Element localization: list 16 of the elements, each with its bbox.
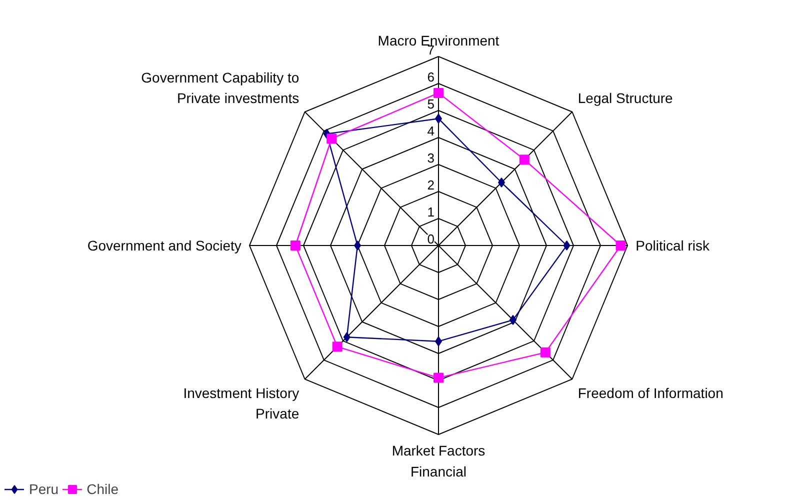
y-tick-label: 0 xyxy=(427,232,435,246)
spoke-label: Legal Structure xyxy=(578,90,674,106)
legend-label: Chile xyxy=(86,481,118,497)
legend-label: Peru xyxy=(29,481,59,497)
spoke-label: Market Factors Financial xyxy=(392,442,486,480)
y-tick-label: 6 xyxy=(427,70,435,84)
y-tick-label: 1 xyxy=(427,204,435,220)
y-tick-label: 3 xyxy=(427,150,435,166)
spoke-label: Political risk xyxy=(636,238,711,254)
spoke-label: Government Capability to Private investments xyxy=(141,69,300,106)
spoke-label: Government and Society xyxy=(87,238,242,254)
spoke-label: Freedom of Information xyxy=(578,384,724,401)
spoke-label: Investment History Private xyxy=(183,384,300,422)
y-tick-label: 2 xyxy=(427,178,435,192)
y-tick-label: 5 xyxy=(427,96,435,112)
y-tick-label: 4 xyxy=(427,124,435,138)
